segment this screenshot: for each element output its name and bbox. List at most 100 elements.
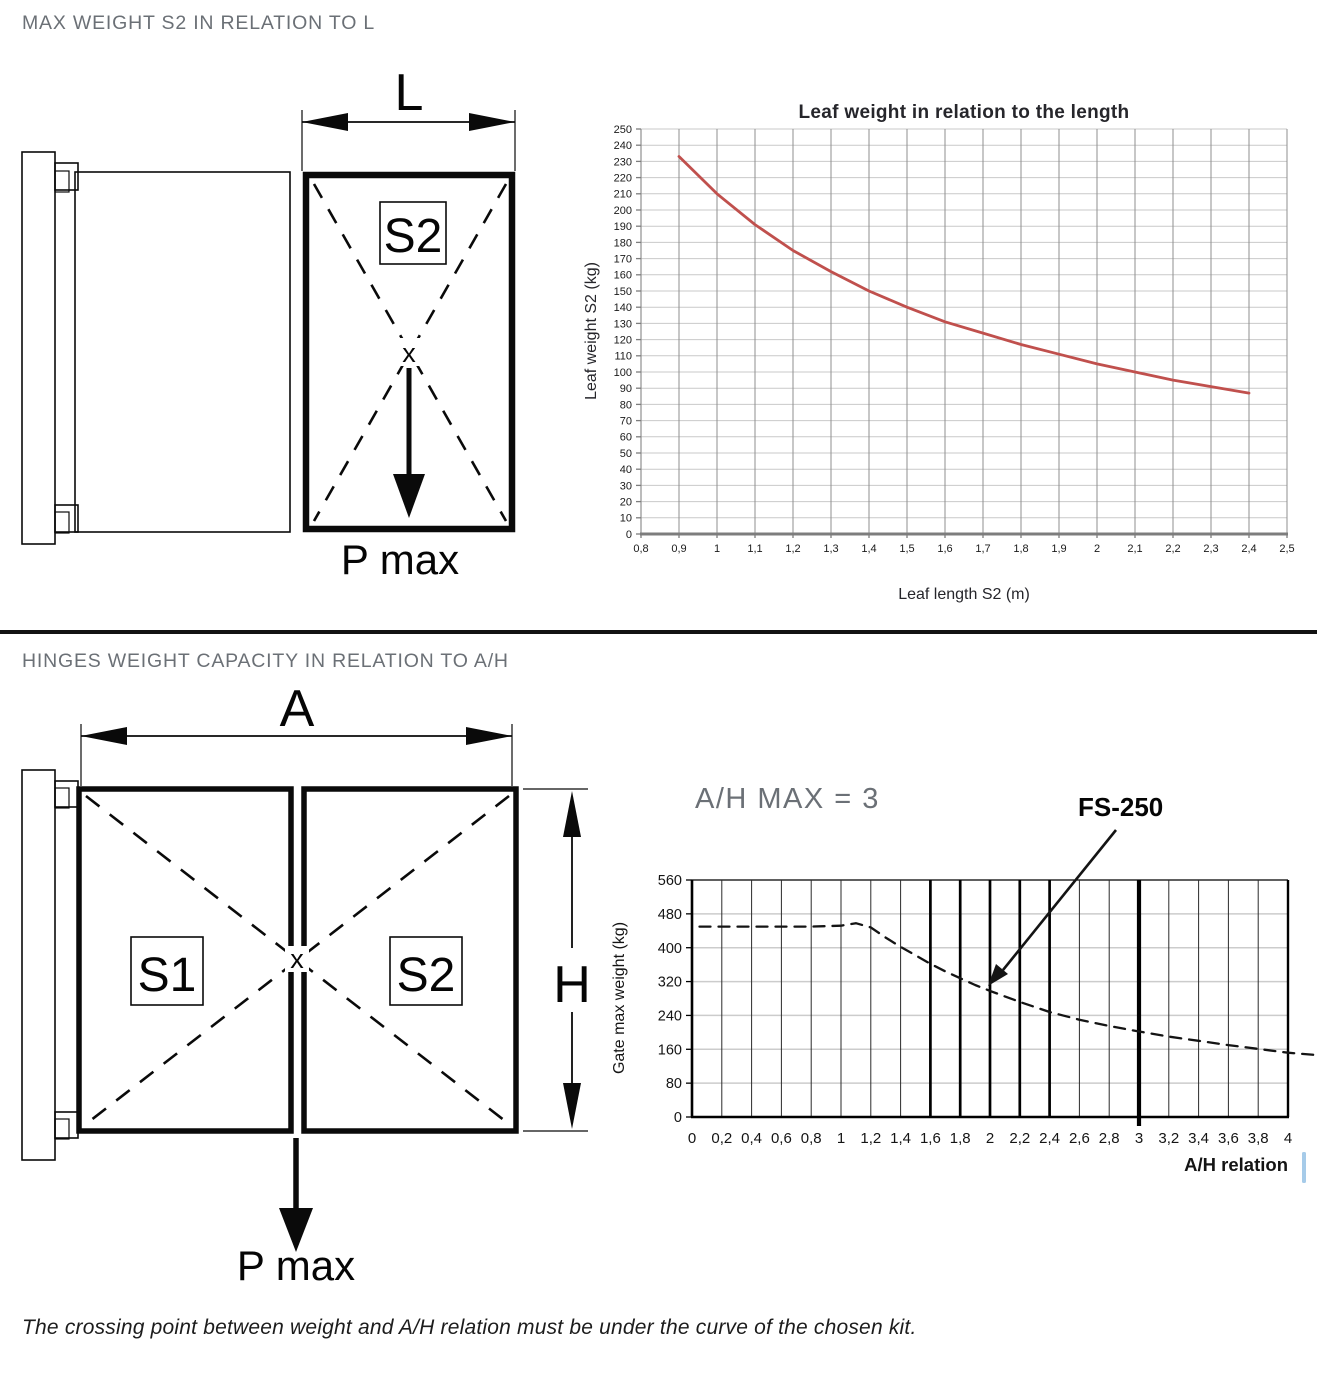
leaf-S2-label: S2	[384, 210, 443, 263]
x-tick-label: 3,4	[1188, 1130, 1209, 1147]
x-tick-label: 2	[986, 1130, 994, 1147]
section-divider	[0, 630, 1317, 634]
kit-pointer-line	[1001, 829, 1118, 971]
dim-L-arrowhead-left	[302, 113, 348, 131]
y-tick-label: 80	[666, 1076, 682, 1092]
leaf-S2-label-box	[379, 201, 447, 265]
y-tick-label: 240	[658, 1009, 682, 1025]
y-tick-label: 160	[658, 1042, 682, 1058]
dim-H-label: H	[553, 956, 591, 1014]
y-tick-label: 120	[614, 334, 632, 346]
x-tick-label: 2,2	[1165, 543, 1180, 555]
y-tick-label: 200	[614, 205, 632, 217]
footer-note: The crossing point between weight and A/…	[22, 1316, 917, 1339]
ah-max-annotation: A/H MAX = 3	[695, 783, 880, 815]
center-mark-backing	[396, 338, 422, 366]
center-mark-backing	[285, 946, 309, 972]
single-leaf-gate-diagram: L x S2 P max	[21, 64, 516, 583]
x-tick-label: 1,2	[785, 543, 800, 555]
leaf-S2-label-box	[389, 936, 463, 1006]
y-tick-label: 170	[614, 253, 632, 265]
series-curve-fs-250	[698, 922, 1315, 1056]
x-tick-label: 1,3	[823, 543, 838, 555]
pmax-label: P max	[237, 1242, 355, 1289]
gate-post	[21, 151, 56, 545]
y-tick-label: 60	[620, 432, 632, 444]
chart1-ylabel: Leaf weight S2 (kg)	[583, 262, 600, 400]
y-tick-label: 220	[614, 172, 632, 184]
center-of-gravity-mark: x	[290, 944, 304, 974]
hinge-bracket-top	[54, 780, 79, 808]
y-tick-label: 40	[620, 464, 632, 476]
x-tick-label: 3,8	[1248, 1130, 1269, 1147]
x-tick-label: 1,4	[861, 543, 876, 555]
x-tick-label: 1,2	[860, 1130, 881, 1147]
x-tick-label: 2,1	[1127, 543, 1142, 555]
x-tick-label: 1	[837, 1130, 845, 1147]
dim-H-arrowhead-top	[563, 791, 581, 837]
x-tick-label: 1,8	[950, 1130, 971, 1147]
x-tick-label: 1,9	[1051, 543, 1066, 555]
chart-plot-area: 0 80 160 240 320 400 480 560 0 0,2 0,4 0,6 0,8 1 1,2 1,…	[658, 873, 1315, 1147]
x-tick-label: 3,2	[1158, 1130, 1179, 1147]
x-tick-label: 0,9	[671, 543, 686, 555]
x-tick-label: 0	[688, 1130, 696, 1147]
y-tick-label: 400	[658, 941, 682, 957]
y-tick-label: 480	[658, 907, 682, 923]
x-tick-label: 2,5	[1279, 543, 1294, 555]
y-tick-label: 210	[614, 189, 632, 201]
kit-pointer-arrowhead	[988, 964, 1008, 986]
y-tick-label: 10	[620, 513, 632, 525]
dim-A-label: A	[280, 680, 315, 738]
x-tick-label: 3,6	[1218, 1130, 1239, 1147]
y-tick-label: 150	[614, 286, 632, 298]
x-tick-label: 1	[714, 543, 720, 555]
x-tick-label: 0,2	[711, 1130, 732, 1147]
y-tick-label: 100	[614, 367, 632, 379]
x-tick-label: 2	[1094, 543, 1100, 555]
leaf-weight-chart: 0 10 20 30 40 50 60 70 80 90 100 110 120 130 140 150 160…	[583, 102, 1295, 603]
y-tick-label: 90	[620, 383, 632, 395]
leaf-S1-label: S1	[138, 949, 197, 1002]
dim-L-arrowhead-right	[469, 113, 515, 131]
x-tick-label: 2,8	[1099, 1130, 1120, 1147]
x-tick-label: 1,6	[937, 543, 952, 555]
gate-post	[21, 769, 56, 1161]
chart2-ylabel: Gate max weight (kg)	[611, 922, 628, 1074]
pmax-arrowhead	[393, 474, 425, 518]
y-tick-label: 240	[614, 140, 632, 152]
leaf-S2-label: S2	[397, 949, 456, 1002]
x-tick-label: 1,5	[899, 543, 914, 555]
y-tick-label: 70	[620, 415, 632, 427]
blue-edge-mark	[1302, 1152, 1306, 1183]
y-tick-label: 130	[614, 318, 632, 330]
x-tick-label: 1,7	[975, 543, 990, 555]
x-tick-label: 2,6	[1069, 1130, 1090, 1147]
center-of-gravity-mark: x	[402, 338, 416, 368]
y-tick-label: 140	[614, 302, 632, 314]
double-leaf-gate-diagram: A x S1 S2 H P max	[21, 680, 591, 1289]
x-tick-label: 0,4	[741, 1130, 762, 1147]
gate-max-weight-chart: 0 80 160 240 320 400 480 560 0 0,2 0,4 0,6 0,8 1 1,2 1,…	[611, 783, 1315, 1183]
x-tick-label: 2,3	[1203, 543, 1218, 555]
hinge-bracket-bottom-step	[54, 1118, 70, 1140]
x-tick-label: 1,4	[890, 1130, 911, 1147]
chart2-xlabel: A/H relation	[1184, 1154, 1288, 1175]
x-tick-label: 0,8	[801, 1130, 822, 1147]
y-tick-label: 190	[614, 221, 632, 233]
dim-H-arrowhead-bottom	[563, 1083, 581, 1129]
hinge-bracket-top-step	[54, 170, 70, 193]
y-tick-label: 110	[614, 351, 632, 363]
section2-title: HINGES WEIGHT CAPACITY IN RELATION TO A/…	[22, 650, 509, 672]
x-tick-label: 1,6	[920, 1130, 941, 1147]
hinge-bracket-top-step	[54, 787, 70, 809]
leaf-S2-outline	[302, 171, 516, 533]
chart-plot-area: 0 10 20 30 40 50 60 70 80 90 100 110 120 130 140 150 160…	[614, 124, 1295, 555]
x-tick-label: 1,8	[1013, 543, 1028, 555]
y-tick-label: 230	[614, 156, 632, 168]
dim-L-label: L	[395, 64, 424, 122]
y-tick-label: 0	[626, 529, 632, 541]
hinge-bracket-bottom-step	[54, 511, 70, 534]
y-tick-label: 560	[658, 873, 682, 889]
